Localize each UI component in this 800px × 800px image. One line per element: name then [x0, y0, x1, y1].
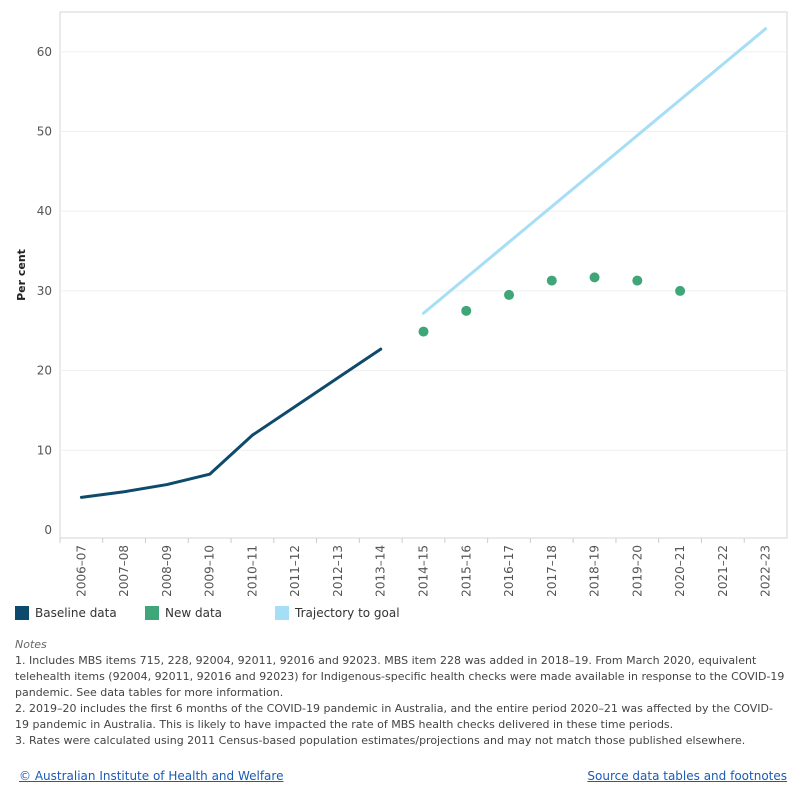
legend-label-trajectory: Trajectory to goal — [295, 606, 400, 620]
data-point — [546, 275, 557, 286]
x-tick-label: 2011–12 — [288, 545, 302, 597]
y-tick-label: 20 — [37, 364, 52, 378]
note-1: 1. Includes MBS items 715, 228, 92004, 9… — [15, 654, 785, 699]
note-2: 2. 2019–20 includes the first 6 months o… — [15, 702, 773, 731]
source-data-link[interactable]: Source data tables and footnotes — [587, 769, 787, 783]
data-point — [589, 272, 600, 283]
x-tick-label: 2012–13 — [331, 545, 345, 597]
legend-item-new-data[interactable]: New data — [145, 606, 222, 620]
copyright-link[interactable]: © Australian Institute of Health and Wel… — [19, 769, 284, 783]
y-axis-label: Per cent — [15, 249, 28, 301]
chart: 0 10 20 30 40 50 60 2006–07 2007–08 2008–09 2009–… — [15, 11, 788, 597]
x-tick-label: 2015–16 — [459, 545, 473, 597]
y-tick-label: 10 — [37, 443, 52, 457]
plot-area — [59, 11, 788, 539]
legend-swatch-new-data — [145, 606, 159, 620]
x-tick-label: 2006–07 — [74, 545, 88, 597]
x-axis: 2006–07 2007–08 2008–09 2009–10 2010–11 2011–… — [59, 538, 773, 597]
data-point — [632, 275, 643, 286]
notes: Notes 1. Includes MBS items 715, 228, 92… — [15, 637, 785, 749]
legend-swatch-baseline — [15, 606, 29, 620]
x-tick-label: 2018–19 — [588, 545, 602, 597]
legend-swatch-trajectory — [275, 606, 289, 620]
series-line-0 — [79, 347, 383, 499]
x-tick-label: 2014–15 — [417, 545, 431, 597]
data-point — [461, 305, 472, 316]
notes-title: Notes — [15, 638, 47, 651]
y-tick-label: 50 — [37, 125, 52, 139]
legend-item-baseline[interactable]: Baseline data — [15, 606, 117, 620]
series-line-2 — [422, 27, 768, 315]
x-tick-label: 2020–21 — [673, 545, 687, 597]
y-tick-label: 60 — [37, 45, 52, 59]
legend-label-baseline: Baseline data — [35, 606, 117, 620]
y-tick-label: 0 — [44, 523, 52, 537]
x-tick-label: 2019–20 — [630, 545, 644, 597]
note-3: 3. Rates were calculated using 2011 Cens… — [15, 734, 746, 747]
x-tick-label: 2009–10 — [203, 545, 217, 597]
data-point — [675, 285, 686, 296]
series — [79, 27, 768, 499]
data-point — [418, 326, 429, 337]
x-tick-label: 2007–08 — [117, 545, 131, 597]
x-tick-label: 2008–09 — [160, 545, 174, 597]
x-tick-label: 2022–23 — [759, 545, 773, 597]
y-tick-label: 30 — [37, 284, 52, 298]
legend-label-new-data: New data — [165, 606, 223, 620]
x-tick-label: 2021–22 — [716, 545, 730, 597]
x-tick-label: 2016–17 — [502, 545, 516, 597]
y-tick-label: 40 — [37, 204, 52, 218]
data-point — [504, 289, 515, 300]
grid — [60, 51, 787, 451]
y-axis: 0 10 20 30 40 50 60 — [37, 45, 52, 537]
x-tick-label: 2017–18 — [545, 545, 559, 597]
x-tick-label: 2013–14 — [374, 545, 388, 597]
legend: Baseline data New data Trajectory to goa… — [15, 606, 785, 624]
x-tick-label: 2010–11 — [245, 545, 259, 597]
legend-item-trajectory[interactable]: Trajectory to goal — [275, 606, 400, 620]
